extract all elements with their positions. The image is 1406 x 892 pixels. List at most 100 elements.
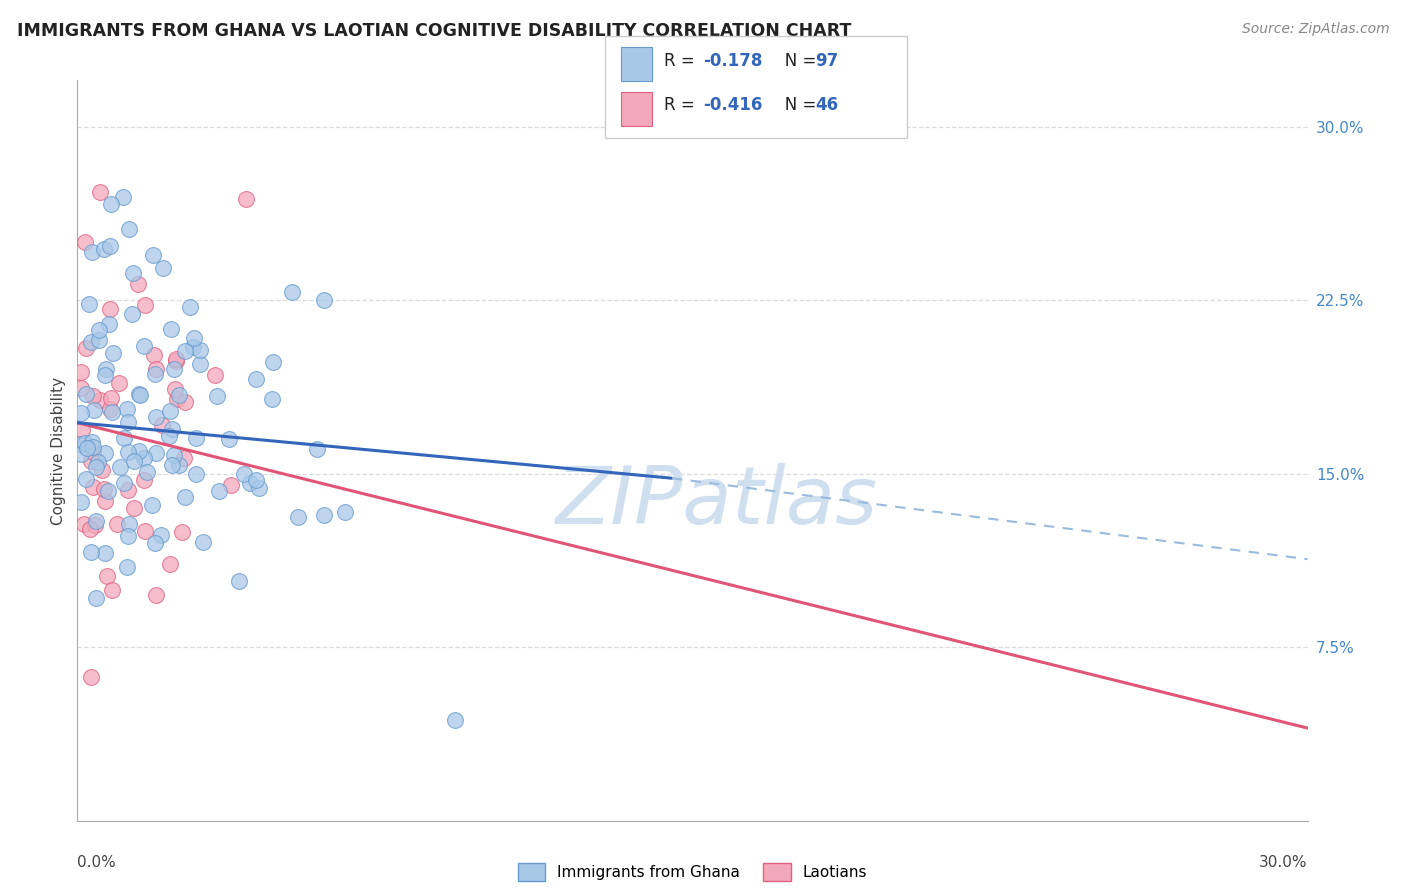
Text: R =: R = [664,96,700,114]
Immigrants from Ghana [117,445,139,459]
Immigrants from Ghana [73,436,96,450]
Immigrants from Ghana [70,406,93,420]
Immigrants from Ghana [75,386,97,401]
Laotians [165,353,187,368]
Immigrants from Ghana [84,459,107,474]
Immigrants from Ghana [232,467,254,481]
Text: -0.416: -0.416 [703,96,762,114]
Text: -0.178: -0.178 [703,52,762,70]
Immigrants from Ghana [94,368,117,382]
Immigrants from Ghana [121,307,143,321]
Immigrants from Ghana [312,508,335,522]
Immigrants from Ghana [80,545,103,559]
Immigrants from Ghana [70,437,93,451]
Laotians [165,352,187,367]
Laotians [90,463,112,477]
Legend: Immigrants from Ghana, Laotians: Immigrants from Ghana, Laotians [512,857,873,887]
Immigrants from Ghana [152,260,174,275]
Laotians [70,423,93,437]
Laotians [134,524,156,538]
Laotians [166,392,188,406]
Laotians [159,557,181,571]
Immigrants from Ghana [134,339,156,353]
Immigrants from Ghana [101,405,124,419]
Text: Source: ZipAtlas.com: Source: ZipAtlas.com [1241,22,1389,37]
Laotians [73,516,96,531]
Laotians [101,582,124,597]
Immigrants from Ghana [188,343,211,357]
Immigrants from Ghana [142,248,165,262]
Immigrants from Ghana [80,434,103,449]
Immigrants from Ghana [70,495,93,509]
Immigrants from Ghana [174,490,197,504]
Immigrants from Ghana [247,481,270,495]
Laotians [84,517,107,532]
Immigrants from Ghana [128,443,150,458]
Immigrants from Ghana [287,509,309,524]
Immigrants from Ghana [75,472,97,486]
Immigrants from Ghana [312,293,335,307]
Immigrants from Ghana [245,372,267,386]
Immigrants from Ghana [141,498,163,512]
Immigrants from Ghana [128,387,150,401]
Immigrants from Ghana [112,431,135,445]
Immigrants from Ghana [169,388,191,402]
Text: N =: N = [769,96,821,114]
Immigrants from Ghana [70,447,93,461]
Laotians [170,525,193,540]
Laotians [100,391,122,405]
Laotians [204,368,226,382]
Immigrants from Ghana [167,458,190,472]
Immigrants from Ghana [134,450,156,465]
Immigrants from Ghana [87,454,110,468]
Laotians [108,376,131,391]
Laotians [82,445,104,459]
Laotians [75,341,97,355]
Immigrants from Ghana [94,546,117,560]
Immigrants from Ghana [122,453,145,467]
Immigrants from Ghana [174,343,197,358]
Immigrants from Ghana [80,335,103,350]
Laotians [89,392,111,407]
Immigrants from Ghana [115,401,138,416]
Immigrants from Ghana [79,297,101,311]
Immigrants from Ghana [98,317,121,331]
Immigrants from Ghana [207,483,229,498]
Immigrants from Ghana [157,429,180,443]
Immigrants from Ghana [145,446,167,460]
Immigrants from Ghana [307,442,329,456]
Laotians [89,186,111,200]
Immigrants from Ghana [245,473,267,487]
Immigrants from Ghana [193,534,215,549]
Immigrants from Ghana [239,475,262,490]
Text: N =: N = [769,52,821,70]
Y-axis label: Cognitive Disability: Cognitive Disability [51,376,66,524]
Immigrants from Ghana [76,441,98,455]
Laotians [127,277,149,292]
Immigrants from Ghana [96,362,118,376]
Text: 46: 46 [815,96,838,114]
Laotians [96,569,118,583]
Immigrants from Ghana [89,333,111,347]
Immigrants from Ghana [179,300,201,314]
Laotians [132,473,155,487]
Laotians [82,389,104,403]
Laotians [117,483,139,497]
Laotians [75,235,97,250]
Immigrants from Ghana [159,404,181,418]
Laotians [219,477,242,491]
Immigrants from Ghana [163,448,186,462]
Immigrants from Ghana [145,410,167,425]
Immigrants from Ghana [101,345,124,359]
Immigrants from Ghana [108,459,131,474]
Laotians [165,382,187,396]
Immigrants from Ghana [160,458,183,472]
Immigrants from Ghana [181,340,204,354]
Immigrants from Ghana [260,392,283,407]
Immigrants from Ghana [122,266,145,280]
Immigrants from Ghana [84,591,107,606]
Laotians [235,192,257,206]
Immigrants from Ghana [183,331,205,345]
Immigrants from Ghana [111,190,134,204]
Laotians [145,588,167,602]
